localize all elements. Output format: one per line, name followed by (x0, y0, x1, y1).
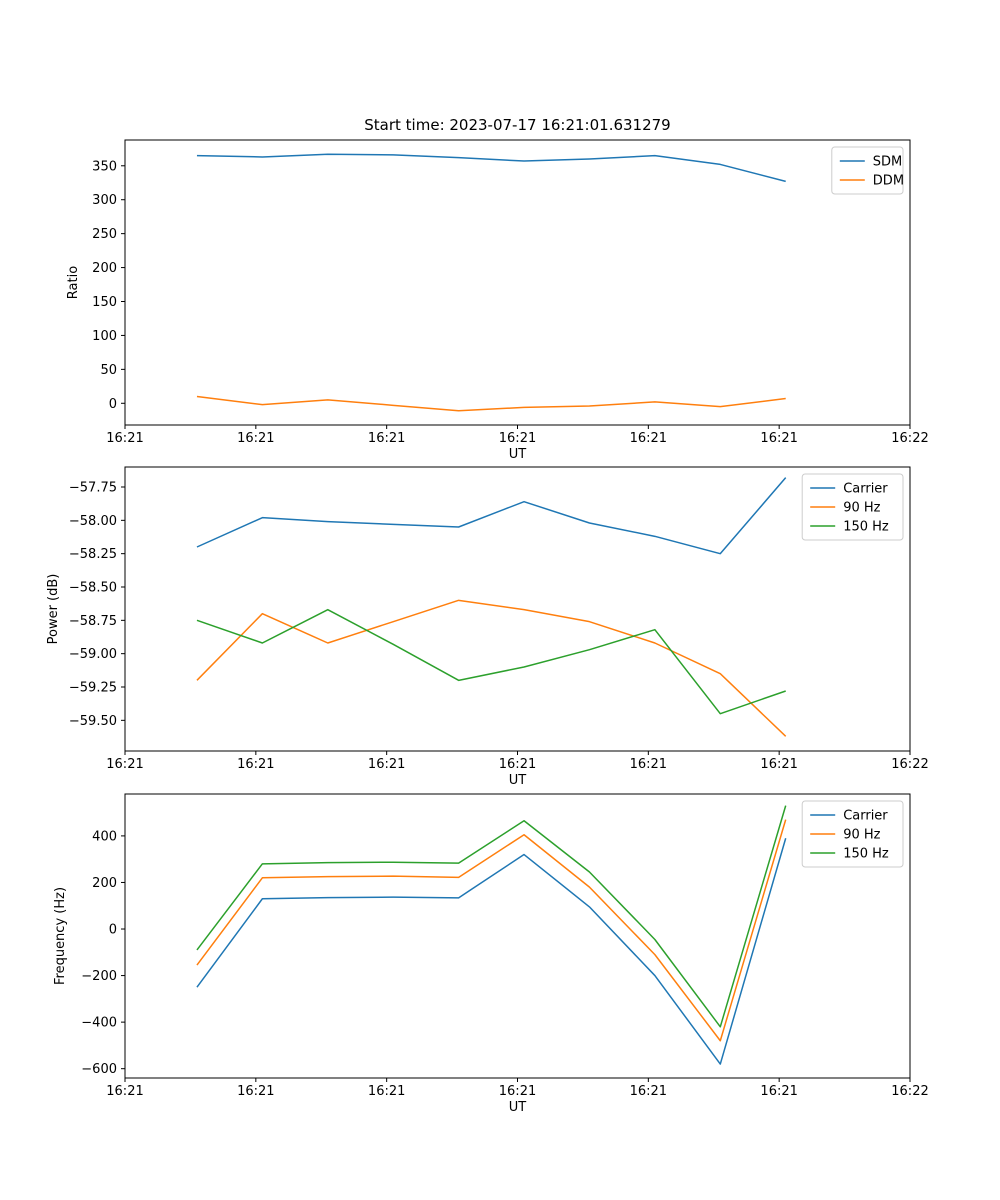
x-tick-label: 16:21 (237, 757, 274, 772)
x-tick-label: 16:21 (237, 1084, 274, 1099)
y-tick-label: −58.75 (69, 614, 117, 629)
series-line-90-hz (196, 819, 787, 1042)
legend-label: DDM (873, 174, 904, 189)
series-line-150-hz (196, 805, 787, 1028)
series-line-carrier (196, 838, 787, 1065)
y-tick-label: −59.50 (69, 714, 117, 729)
y-tick-label: −59.00 (69, 647, 117, 662)
x-tick-label: 16:21 (499, 1084, 536, 1099)
x-tick-label: 16:21 (106, 757, 143, 772)
power-plot: 16:21 16:21 16:21 16:21 16:21 16:21 16:22 −59.5… (46, 466, 929, 788)
x-tick-label: 16:21 (368, 1084, 405, 1099)
x-tick-label: 16:21 (368, 757, 405, 772)
series-line-carrier (196, 477, 787, 555)
x-tick-label: 16:21 (368, 431, 405, 446)
y-tick-label: 150 (92, 295, 117, 310)
y-tick-label: 100 (92, 329, 117, 344)
y-tick-label: −600 (81, 1062, 117, 1077)
y-tick-label: 0 (109, 923, 117, 938)
y-tick-label: −58.25 (69, 547, 117, 562)
x-tick-label: 16:22 (891, 757, 928, 772)
ratio-plot: 16:21 16:21 16:21 16:21 16:21 16:21 16:22 0 50 10… (66, 139, 929, 462)
legend-label: 150 Hz (843, 847, 889, 862)
y-tick-label: 200 (92, 261, 117, 276)
x-tick-label: 16:21 (106, 431, 143, 446)
figure-title: Start time: 2023-07-17 16:21:01.631279 (364, 116, 671, 134)
legend-label: Carrier (843, 482, 888, 497)
legend-box (831, 146, 904, 195)
legend-box (801, 800, 904, 868)
x-tick-label: 16:21 (499, 757, 536, 772)
series-line-ddm (196, 395, 786, 412)
y-axis-label: Frequency (Hz) (53, 887, 68, 985)
x-tick-label: 16:21 (760, 431, 797, 446)
y-axis-label: Ratio (66, 266, 81, 299)
x-axis-label: UT (509, 1100, 527, 1115)
x-tick-label: 16:21 (630, 431, 667, 446)
y-tick-label: −58.50 (69, 581, 117, 596)
x-tick-label: 16:21 (630, 1084, 667, 1099)
x-tick-label: 16:21 (499, 431, 536, 446)
legend-box (801, 473, 904, 541)
series-line-90-hz (196, 599, 787, 737)
x-axis-label: UT (509, 773, 527, 788)
y-axis-label: Power (dB) (46, 574, 61, 645)
series-line-150-hz (196, 608, 786, 715)
x-tick-label: 16:21 (237, 431, 274, 446)
y-tick-label: 350 (92, 159, 117, 174)
y-tick-label: 50 (100, 363, 117, 378)
legend-label: 90 Hz (843, 828, 880, 843)
legend-label: 90 Hz (843, 501, 880, 516)
x-tick-label: 16:22 (891, 431, 928, 446)
y-tick-label: −200 (81, 969, 117, 984)
axes-frame (124, 793, 911, 1079)
y-tick-label: −58.00 (69, 514, 117, 529)
x-axis-label: UT (509, 447, 527, 462)
y-tick-label: 200 (92, 876, 117, 891)
y-tick-label: −59.25 (69, 681, 117, 696)
legend-label: SDM (873, 155, 902, 170)
x-tick-label: 16:21 (106, 1084, 143, 1099)
x-tick-label: 16:21 (760, 1084, 797, 1099)
x-tick-label: 16:21 (630, 757, 667, 772)
y-tick-label: 300 (92, 193, 117, 208)
y-tick-label: 0 (109, 397, 117, 412)
series-line-sdm (196, 153, 786, 183)
frequency-plot: 16:21 16:21 16:21 16:21 16:21 16:21 16:22 −600 −… (53, 793, 929, 1115)
y-tick-label: 250 (92, 227, 117, 242)
legend-label: Carrier (843, 809, 888, 824)
x-tick-label: 16:22 (891, 1084, 928, 1099)
axes-frame (124, 139, 911, 426)
y-tick-label: −400 (81, 1016, 117, 1031)
legend-label: 150 Hz (843, 520, 889, 535)
y-tick-label: −57.75 (69, 481, 117, 496)
y-tick-label: 400 (92, 829, 117, 844)
x-tick-label: 16:21 (760, 757, 797, 772)
